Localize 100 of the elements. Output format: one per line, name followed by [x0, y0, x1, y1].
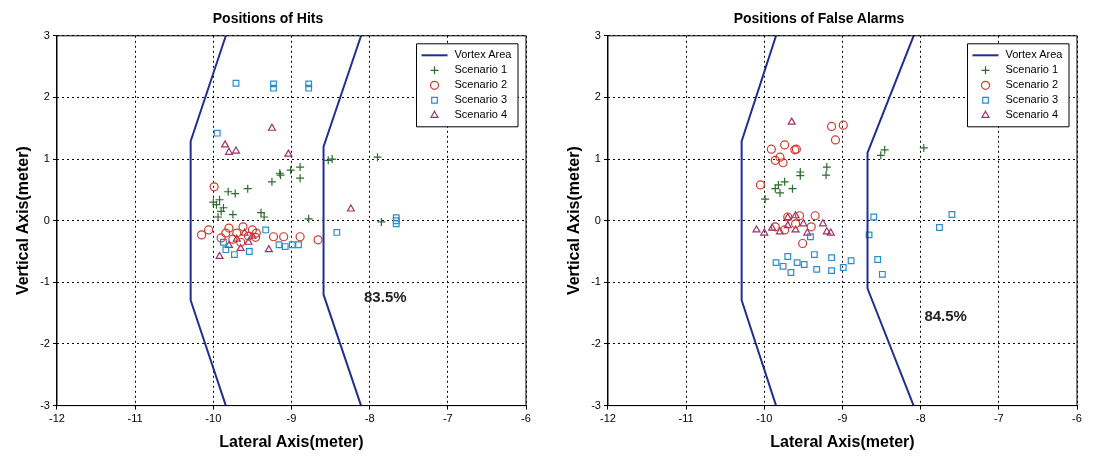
point	[197, 230, 207, 240]
y-tick-label: -2	[591, 337, 601, 349]
point	[209, 182, 219, 192]
point	[392, 217, 400, 225]
point	[251, 228, 261, 238]
point	[346, 204, 355, 212]
point	[821, 170, 831, 180]
point	[224, 240, 234, 248]
point	[948, 211, 956, 218]
point	[760, 228, 769, 236]
legend-label: Scenario 3	[1005, 93, 1059, 106]
point	[874, 256, 882, 263]
point	[268, 232, 279, 242]
point	[232, 234, 241, 242]
x-tick-label: -10	[205, 412, 222, 425]
x-tick-label: -6	[1072, 412, 1082, 425]
y-tick-label: -3	[591, 398, 601, 411]
y-axis-title: Vertical Axis(meter)	[14, 146, 32, 296]
y-tick-label: 1	[594, 152, 601, 165]
point	[213, 212, 223, 222]
point	[220, 238, 227, 246]
point	[224, 223, 234, 233]
point	[288, 241, 296, 249]
point	[270, 80, 277, 88]
y-tick-label: 1	[43, 152, 50, 165]
point	[839, 264, 847, 271]
point	[810, 211, 820, 221]
point	[828, 254, 835, 262]
point	[270, 84, 277, 92]
point	[305, 84, 313, 92]
point	[392, 214, 400, 222]
y-tick-label: 2	[594, 90, 601, 103]
point	[216, 233, 226, 243]
annotation: 83.5%	[364, 288, 407, 306]
x-tick-label: -6	[521, 412, 531, 425]
point	[238, 222, 248, 232]
chart-title: Positions of False Alarms	[733, 10, 905, 27]
point	[787, 269, 795, 276]
point	[822, 227, 831, 235]
y-tick-label: -1	[40, 275, 50, 288]
x-axis-title: Lateral Axis(meter)	[770, 432, 915, 450]
point	[279, 232, 289, 242]
point	[793, 259, 801, 267]
x-tick-label: -8	[364, 412, 375, 425]
point	[236, 237, 246, 247]
point	[828, 267, 835, 275]
point	[295, 173, 305, 183]
point	[215, 251, 224, 260]
point	[236, 243, 245, 252]
point	[783, 221, 792, 229]
point	[228, 234, 238, 244]
legend-label: Vortex Area	[1005, 48, 1064, 61]
point	[222, 246, 230, 254]
x-tick-label: -7	[442, 412, 453, 425]
point	[267, 123, 277, 131]
point	[755, 180, 766, 190]
point	[775, 227, 785, 235]
x-tick-label: -9	[286, 412, 297, 425]
point	[295, 162, 305, 172]
point	[806, 222, 816, 232]
x-tick-label: -9	[837, 412, 848, 425]
legend-label: Scenario 2	[1005, 78, 1059, 91]
point	[799, 219, 808, 227]
point	[935, 224, 943, 231]
point	[284, 149, 293, 157]
point	[247, 225, 257, 235]
point	[780, 177, 790, 187]
point	[775, 152, 785, 162]
point	[213, 129, 221, 137]
point	[822, 162, 832, 172]
annotation: 84.5%	[924, 306, 967, 324]
point	[787, 117, 796, 125]
point	[275, 241, 283, 249]
y-tick-label: 3	[594, 28, 601, 41]
legend-label: Scenario 4	[454, 108, 508, 121]
point	[826, 121, 837, 131]
point	[264, 245, 273, 253]
y-tick-label: 0	[594, 213, 601, 226]
point	[865, 231, 873, 239]
point	[847, 257, 855, 265]
point	[245, 248, 253, 255]
point	[259, 212, 269, 222]
legend-label: Vortex Area	[454, 48, 513, 61]
point	[800, 261, 808, 268]
point	[803, 228, 812, 236]
point	[813, 265, 821, 273]
x-tick-label: -8	[915, 412, 926, 425]
point	[760, 194, 770, 204]
y-tick-label: 2	[43, 90, 50, 103]
point	[256, 208, 266, 218]
point	[791, 225, 800, 233]
point	[810, 251, 818, 259]
point	[295, 232, 305, 242]
y-tick-label: -1	[591, 275, 601, 288]
x-tick-label: -12	[600, 412, 616, 425]
point	[784, 253, 792, 260]
point	[221, 228, 231, 238]
point	[779, 262, 787, 270]
y-tick-label: -2	[40, 337, 50, 349]
point	[231, 146, 241, 154]
